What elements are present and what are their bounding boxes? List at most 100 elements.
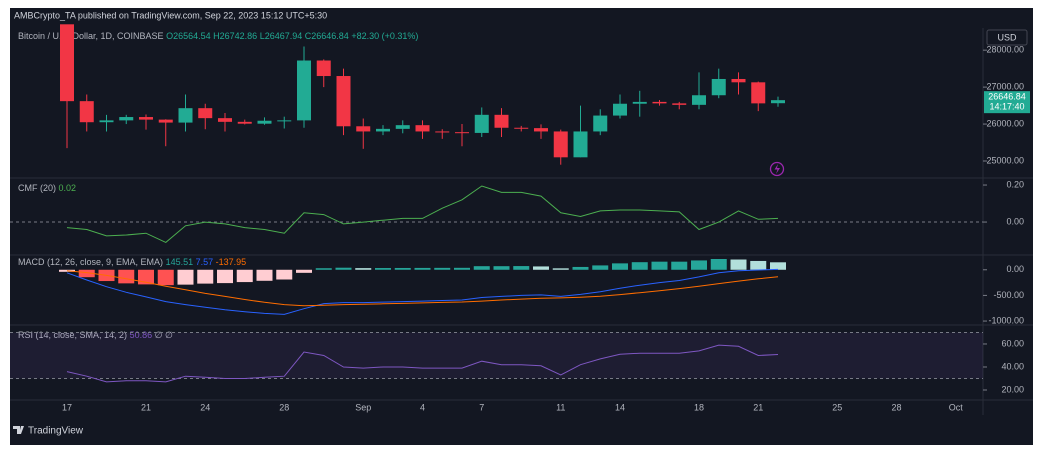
histogram-bar [177,269,194,285]
series-line [66,344,779,383]
histogram-bar [414,267,431,270]
publisher: AMBCrypto_TA published on TradingView.co… [14,10,327,20]
y-tick-label: 26000.00 [986,118,1024,128]
x-tick-label: 24 [200,402,210,412]
x-tick-label: 25 [832,402,842,412]
histogram-bar [612,263,628,270]
cmf-title: CMF (20) [18,183,56,193]
close-label: C26646.84 [305,31,349,41]
histogram-bar [197,269,214,284]
x-tick-label: 11 [556,402,565,412]
histogram-bar [256,269,273,281]
y-tick-label: 0.00 [1006,264,1024,274]
candle-body [652,101,667,104]
rsi-title: RSI (14, close, SMA, 14, 2) [18,330,127,340]
x-tick-label: 21 [753,402,763,412]
y-tick-label: 0.20 [1006,179,1024,189]
candle-body [99,120,114,123]
y-tick-label: 40.00 [1001,361,1024,371]
candle-body [435,131,450,133]
histogram-bar [651,261,668,270]
histogram-value: 145.51 [166,257,194,267]
histogram-bar [236,269,253,283]
y-tick-label: -500.00 [993,290,1024,300]
brand-logo [13,426,24,434]
candle-body [178,108,193,123]
histogram-bar [691,260,707,270]
candle-body [60,24,74,102]
x-tick-label: 18 [694,402,704,412]
histogram-bar [157,269,174,286]
change-label: +82.30 (+0.31%) [351,31,418,41]
histogram-bar [592,265,609,270]
currency[interactable]: USD [997,32,1017,42]
histogram-bar [770,262,786,270]
x-tick-label: 14 [615,402,625,412]
candle-body [494,114,509,128]
histogram-bar [138,269,154,285]
macd-title: MACD (12, 26, close, 9, EMA, EMA) [18,257,163,267]
candle-body [297,60,311,121]
histogram-bar [59,269,75,272]
histogram-bar [631,262,648,270]
y-tick-label: -1000.00 [988,315,1024,325]
histogram-bar [375,268,391,270]
brand: TradingView [28,426,84,437]
y-tick-label: 60.00 [1001,338,1024,348]
histogram-bar [730,259,747,270]
cmf-value: 0.02 [59,183,77,193]
last-price: 26646.84 [988,92,1026,102]
candle-body [593,115,608,132]
histogram-bar [315,268,332,270]
histogram-bar [710,259,727,270]
histogram-bar [454,267,470,270]
symbol: Bitcoin / U.S. Dollar, 1D, COINBASE [18,31,164,41]
histogram-bar [78,269,95,278]
x-tick-label: 28 [279,402,289,412]
histogram-bar [513,266,530,270]
candle-body [79,101,94,123]
histogram-bar [296,269,312,273]
x-tick-label: 28 [891,402,901,412]
histogram-bar [335,267,352,270]
candle-body [158,119,173,123]
candle-body [198,108,213,119]
candle-body [553,131,568,158]
candle-body [316,60,331,77]
histogram-bar [473,266,490,270]
alert-bolt [774,164,780,174]
macd-value: 7.57 [196,257,214,267]
y-tick-label: 25000.00 [986,155,1024,165]
candle-body [218,118,232,122]
candle-body [731,78,746,83]
candle-body [139,117,153,120]
x-tick-label: 21 [141,402,151,412]
series-line [66,270,779,307]
alert-icon[interactable] [769,161,785,177]
y-tick-label: 28000.00 [986,45,1024,55]
x-tick-label: Sep [355,402,371,412]
histogram-bar [493,266,510,270]
histogram-bar [355,268,372,270]
candle-body [514,127,529,129]
currency-button[interactable] [986,29,1028,46]
rsi-ma: ∅ [155,330,163,340]
low-label: L26467.94 [260,31,303,41]
last-price-box [984,91,1030,114]
y-tick-label: 27000.00 [986,81,1024,91]
y-tick-label: 20.00 [1001,384,1024,394]
histogram-bar [750,260,767,270]
x-tick-label: 17 [62,402,72,412]
histogram-bar [394,267,411,270]
candle-body [237,121,252,124]
candle-body [415,125,430,132]
cmf-legend: CMF (20) 0.02 [18,183,76,193]
price-legend: Bitcoin / U.S. Dollar, 1D, COINBASE O265… [18,31,418,41]
countdown: 14:17:40 [989,102,1024,112]
histogram-bar [671,261,688,270]
histogram-bar [434,267,451,270]
candle-body [455,132,469,134]
candle-body [711,78,726,96]
candle-body [119,117,134,121]
